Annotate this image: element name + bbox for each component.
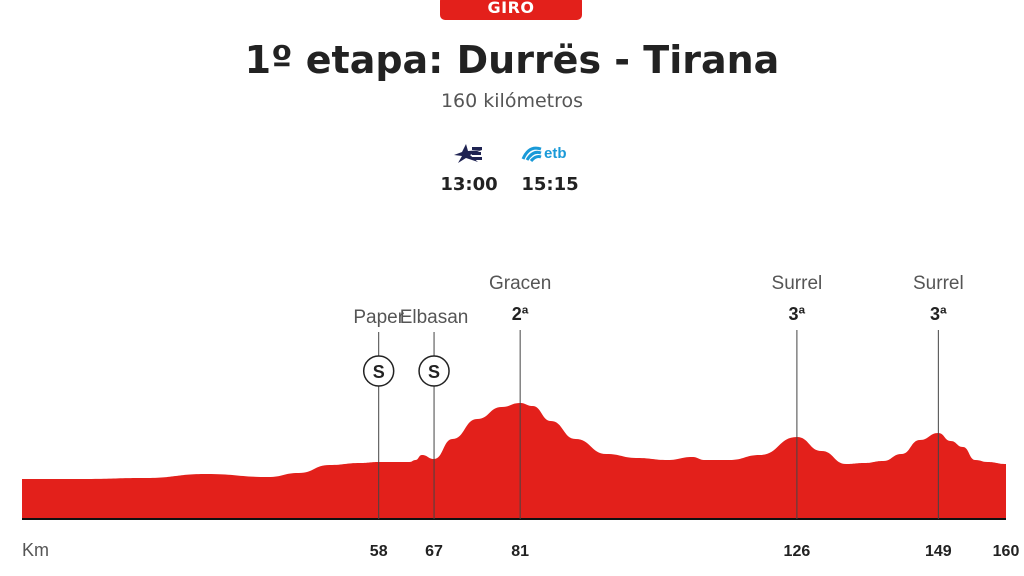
km-tick-label: 58 [370, 543, 388, 560]
sprint-name: Paper [353, 307, 404, 328]
sprint-badge-label: S [428, 362, 440, 382]
km-tick-label: 67 [425, 543, 443, 560]
broadcaster-etb: etb 15:15 [510, 140, 590, 195]
stage-title: 1º etapa: Durrës - Tirana [244, 38, 780, 82]
stage-distance: 160 kilómetros [440, 90, 584, 112]
km-tick-label: 81 [511, 543, 529, 560]
elevation-area [22, 403, 1006, 519]
x-axis-label: Km [22, 540, 49, 560]
sprint-badge-circle [362, 355, 395, 387]
climb-category: 3ª [789, 304, 806, 324]
climb-name: Surrel [772, 273, 823, 294]
sprint-badge-circle [418, 355, 450, 387]
broadcast-time: 15:15 [521, 174, 579, 195]
etb-logo-icon: etb [510, 140, 590, 166]
sprint-name: Elbasan [400, 307, 469, 328]
etb-logo-text: etb [544, 145, 567, 162]
climb-name: Gracen [489, 273, 551, 294]
km-tick-label: 149 [925, 543, 952, 560]
broadcaster-eurosport: 13:00 [429, 140, 509, 195]
km-tick-label: 126 [784, 543, 811, 560]
climb-category: 3ª [930, 304, 947, 324]
race-tag: GIRO [440, 0, 582, 20]
eurosport-logo-icon [429, 140, 509, 166]
sprint-badge-label: S [373, 362, 385, 382]
broadcast-time: 13:00 [440, 174, 498, 195]
climb-name: Surrel [913, 273, 964, 294]
km-tick-label: 160 [993, 543, 1020, 560]
climb-category: 2ª [512, 304, 529, 324]
